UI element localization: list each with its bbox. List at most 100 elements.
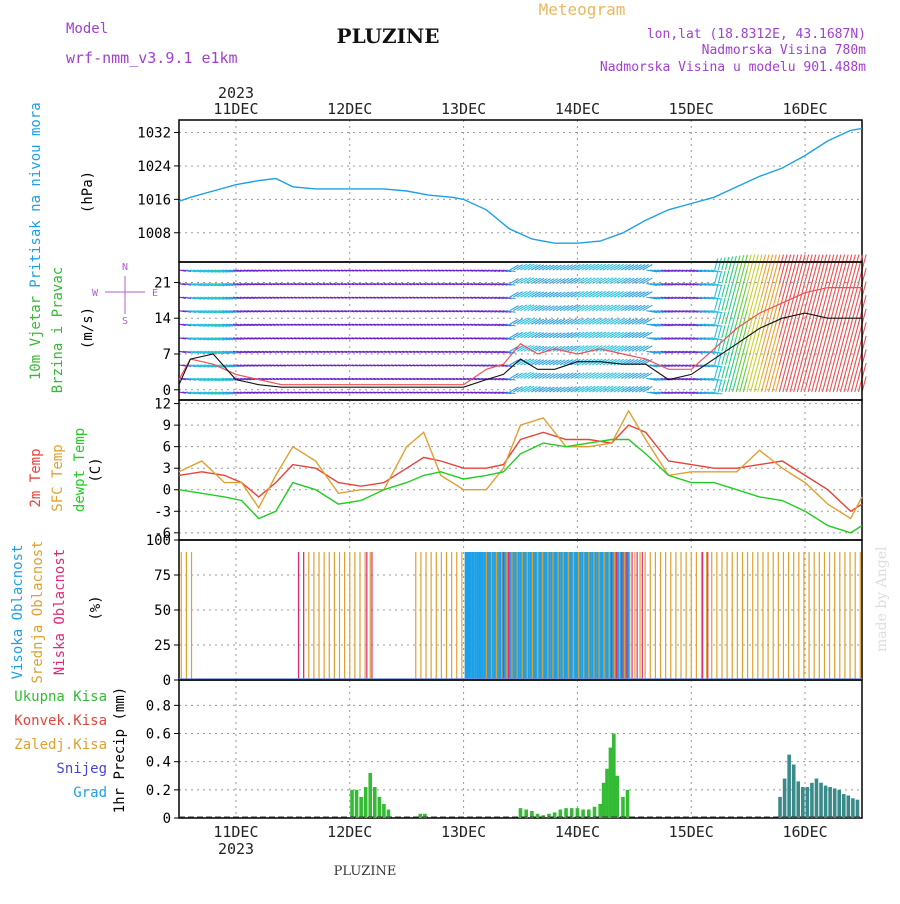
wind-barb bbox=[613, 331, 624, 339]
wind-barb bbox=[595, 290, 607, 298]
wind-barb bbox=[383, 310, 391, 313]
wind-barb bbox=[455, 269, 463, 272]
wind-barb bbox=[534, 372, 545, 379]
wind-barb bbox=[764, 376, 770, 393]
wind-barb bbox=[628, 318, 639, 325]
wind-barb bbox=[419, 310, 427, 313]
wind-barb bbox=[724, 270, 730, 284]
wind-barb bbox=[660, 350, 670, 354]
wind-barb bbox=[664, 323, 673, 327]
wind-barb bbox=[785, 362, 792, 379]
wind-barb bbox=[376, 323, 384, 326]
wind-barb bbox=[646, 296, 658, 300]
precip-bar bbox=[621, 796, 625, 818]
wind-barb bbox=[559, 277, 570, 285]
wind-barb bbox=[495, 337, 504, 340]
wind-barb bbox=[620, 264, 631, 271]
wind-barb bbox=[839, 322, 846, 338]
wind-barb bbox=[383, 377, 391, 381]
wind-barb bbox=[405, 337, 412, 340]
wind-barb bbox=[250, 296, 259, 299]
wind-barb bbox=[742, 268, 749, 284]
wind-barb bbox=[365, 337, 373, 340]
wind-barb bbox=[570, 331, 581, 339]
wind-barb bbox=[182, 283, 192, 286]
wind-barb bbox=[742, 281, 749, 298]
wind-barb bbox=[315, 310, 323, 313]
wind-barb bbox=[236, 283, 245, 286]
wind-barb bbox=[527, 345, 538, 352]
wind-barb bbox=[236, 350, 245, 354]
wind-barb bbox=[742, 322, 749, 338]
wind-barb bbox=[351, 391, 359, 394]
wind-barb bbox=[653, 337, 664, 341]
wind-barb bbox=[322, 377, 330, 381]
wind-barb bbox=[574, 372, 585, 379]
wind-barb bbox=[218, 283, 231, 287]
wind-barb bbox=[351, 377, 359, 381]
wind-barb bbox=[470, 310, 478, 313]
wind-barb bbox=[186, 283, 197, 286]
wind-barb bbox=[631, 345, 642, 352]
wind-barb bbox=[462, 391, 470, 394]
wind-barb bbox=[441, 337, 448, 340]
wind-barb bbox=[441, 269, 448, 272]
wind-barb bbox=[247, 377, 255, 381]
wind-barb bbox=[383, 269, 391, 272]
wind-barb bbox=[628, 372, 639, 379]
wind-barb bbox=[657, 377, 667, 381]
wind-barb bbox=[796, 322, 802, 338]
wind-barb bbox=[829, 335, 835, 352]
wind-barb bbox=[710, 337, 723, 341]
wind-barb bbox=[405, 350, 412, 354]
wind-barb bbox=[750, 295, 756, 311]
wind-barb bbox=[466, 337, 474, 340]
wind-barb bbox=[660, 296, 670, 300]
wind-barb bbox=[606, 318, 617, 325]
clouds-ytick-label: 75 bbox=[154, 568, 171, 584]
wind-barb bbox=[548, 318, 559, 325]
wind-barb bbox=[326, 283, 333, 286]
wind-barb bbox=[721, 338, 726, 352]
wind-barb bbox=[484, 364, 493, 367]
wind-barb bbox=[595, 277, 607, 285]
wind-barb bbox=[387, 310, 394, 313]
wind-barb bbox=[832, 322, 838, 338]
wind-barb bbox=[803, 349, 810, 366]
wind-barb bbox=[394, 364, 402, 367]
wind-barb bbox=[286, 296, 294, 299]
wind-barb bbox=[617, 277, 628, 285]
wind-barb bbox=[182, 337, 192, 340]
wind-barb bbox=[724, 256, 730, 271]
wind-barb bbox=[506, 391, 516, 395]
wind-barb bbox=[426, 377, 434, 381]
wind-barb bbox=[265, 323, 273, 326]
wind-barb bbox=[304, 337, 312, 340]
wind-barb bbox=[771, 308, 777, 325]
wind-barb bbox=[739, 309, 745, 325]
wind-barb bbox=[660, 283, 670, 286]
wind-barb bbox=[459, 364, 466, 367]
wind-barb bbox=[775, 295, 781, 311]
wind-barb bbox=[358, 350, 366, 354]
wind-barb bbox=[692, 350, 703, 354]
wind-barb bbox=[682, 283, 691, 286]
wind-barb bbox=[613, 358, 624, 366]
wind-barb bbox=[538, 264, 548, 271]
wind-barb bbox=[315, 391, 323, 394]
wind-barb bbox=[189, 377, 202, 382]
wind-barb bbox=[412, 350, 420, 354]
wind-barb bbox=[459, 269, 466, 272]
wind-barb bbox=[825, 295, 831, 311]
wind-barb bbox=[279, 391, 287, 394]
wind-barb bbox=[376, 377, 384, 381]
wind-barb bbox=[602, 372, 614, 379]
wind-barb bbox=[653, 283, 664, 286]
wind-barb bbox=[459, 310, 466, 313]
wind-barb bbox=[606, 331, 617, 339]
chart-title: PLUZINE bbox=[337, 24, 440, 48]
wind-barb bbox=[685, 350, 695, 354]
wind-barb bbox=[369, 323, 377, 326]
wind-barb bbox=[753, 295, 759, 311]
wind-barb bbox=[329, 283, 337, 286]
